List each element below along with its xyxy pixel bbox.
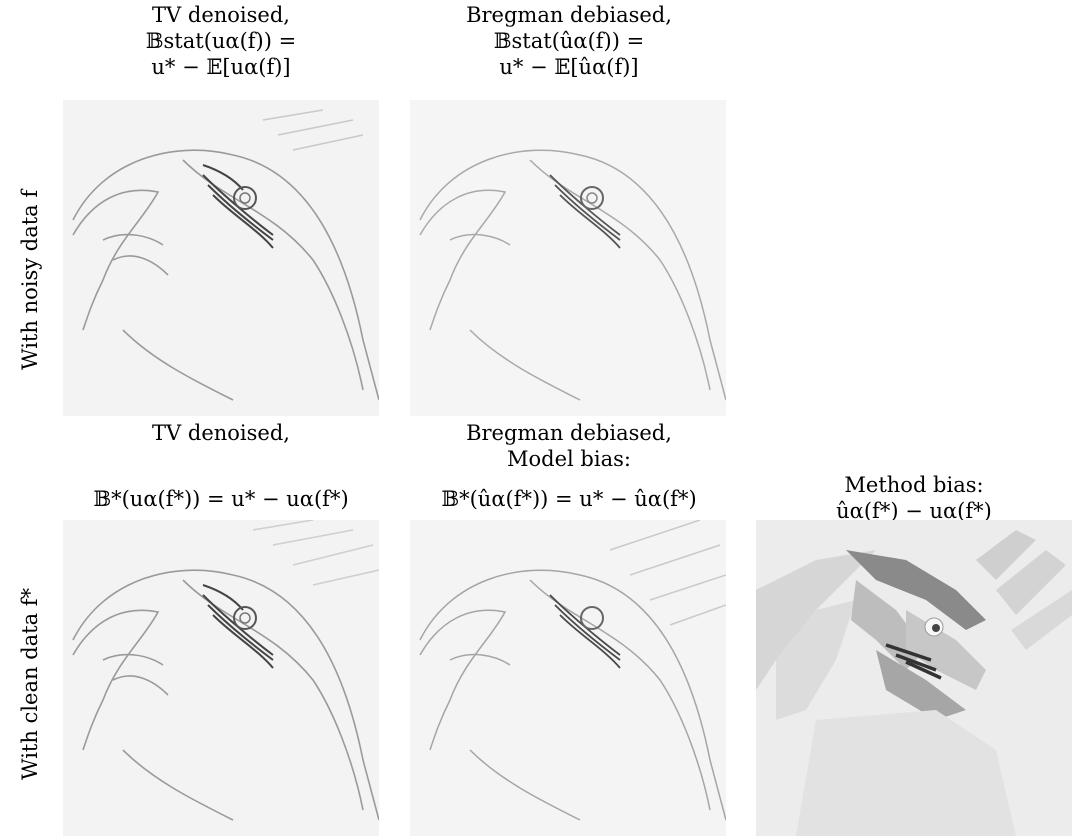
caption-line: 𝔹*(ûα(f*)) = u* − ûα(f*) [441, 487, 697, 511]
row-label-clean: With clean data f* [18, 587, 42, 780]
row-label-noisy: With noisy data f [18, 189, 42, 370]
image-method-bias [756, 520, 1072, 836]
caption-line: u* − 𝔼[uα(f)] [151, 55, 291, 79]
caption-line [62, 446, 380, 472]
caption-top-mid: Bregman debiased, 𝔹stat(ûα(f)) = u* − 𝔼[… [410, 2, 728, 80]
caption-line: ûα(f*) − uα(f*) [836, 499, 992, 523]
caption-bottom-mid: Bregman debiased, Model bias: 𝔹*(ûα(f*))… [410, 420, 728, 512]
caption-line: Bregman debiased, [466, 421, 672, 445]
caption-line: TV denoised, [152, 421, 290, 445]
caption-line: 𝔹stat(ûα(f)) = [493, 29, 645, 53]
caption-line: 𝔹*(uα(f*)) = u* − uα(f*) [93, 487, 349, 511]
caption-line: 𝔹stat(uα(f)) = [145, 29, 297, 53]
image-tv-clean [63, 520, 379, 836]
caption-line: Method bias: [844, 473, 984, 497]
image-tv-noisy [63, 100, 379, 416]
caption-line: TV denoised, [152, 3, 290, 27]
caption-line: Model bias: [507, 447, 631, 471]
image-bregman-noisy [410, 100, 726, 416]
caption-line: Bregman debiased, [466, 3, 672, 27]
caption-bottom-right: Method bias: ûα(f*) − uα(f*) [755, 446, 1072, 524]
caption-top-left: TV denoised, 𝔹stat(uα(f)) = u* − 𝔼[uα(f)… [62, 2, 380, 80]
image-bregman-clean [410, 520, 726, 836]
caption-line: u* − 𝔼[ûα(f)] [499, 55, 639, 79]
caption-bottom-left: TV denoised, 𝔹*(uα(f*)) = u* − uα(f*) [62, 420, 380, 512]
